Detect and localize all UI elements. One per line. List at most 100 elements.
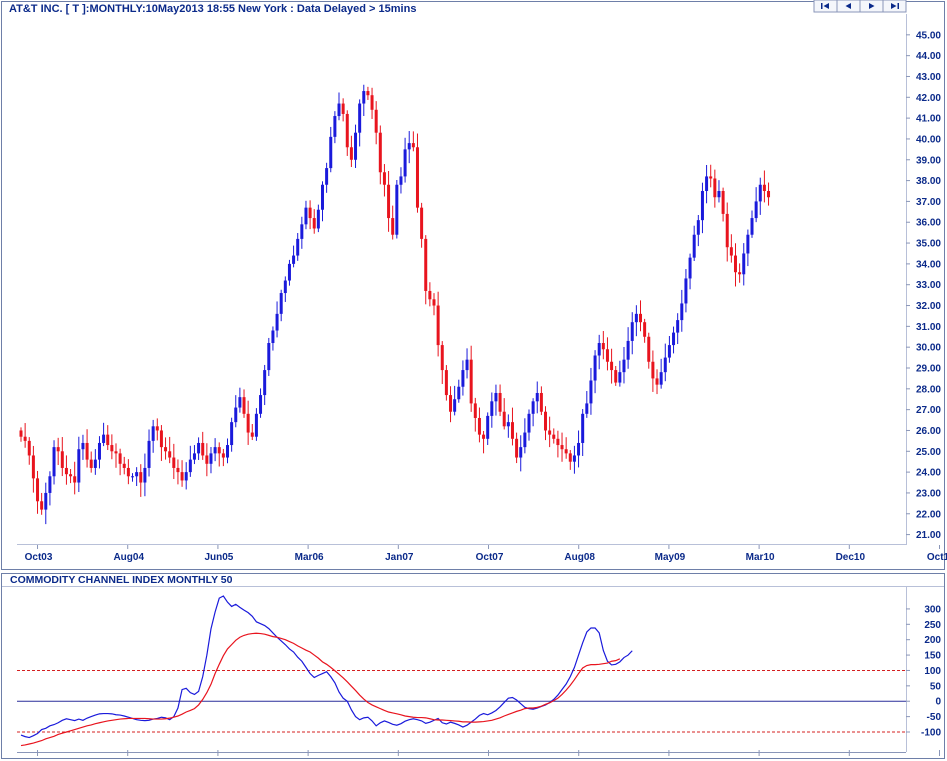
candle-up [572, 455, 576, 462]
candle-down [345, 113, 349, 148]
candle-down [246, 413, 250, 433]
candle-down [767, 191, 771, 198]
candle-up [147, 440, 151, 468]
candle-up [97, 442, 101, 460]
candle-up [531, 401, 535, 414]
price-x-tick-label: Oct07 [476, 552, 504, 563]
candle-down [155, 426, 159, 431]
candle-up [453, 399, 457, 412]
price-panel-frame [1, 1, 945, 570]
candle-down [651, 361, 655, 379]
cci-y-tick-label: -50 [927, 712, 942, 723]
candle-up [316, 209, 320, 229]
nav-last-button[interactable] [882, 0, 907, 13]
candle-down [122, 463, 126, 468]
candle-up [267, 343, 271, 371]
candle-down [172, 457, 176, 468]
candle-down [721, 191, 725, 214]
candle-down [432, 299, 436, 306]
candle-up [337, 103, 341, 117]
candle-down [610, 361, 614, 371]
candle-down [114, 451, 118, 454]
price-y-tick-label: 29.00 [916, 364, 941, 375]
price-y-tick-label: 22.00 [916, 509, 941, 520]
candle-down [217, 447, 221, 454]
price-x-axis: Oct03 Aug04 Jun05 Mar06 Jan07 Oct07 Aug08 May09… [25, 545, 947, 563]
candle-up [593, 355, 597, 381]
candle-up [259, 395, 263, 414]
cci-y-tick-label: 100 [924, 666, 941, 677]
price-x-tick-label: Oct11 [927, 552, 947, 563]
price-x-tick-label: Mar10 [746, 552, 775, 563]
candle-down [159, 430, 163, 448]
candle-down [415, 147, 419, 208]
candle-up [696, 220, 700, 235]
candle-up [93, 459, 97, 468]
candle-up [742, 253, 746, 275]
price-y-tick-label: 42.00 [916, 93, 941, 104]
price-y-axis: 21.00 22.00 23.00 24.00 25.00 26.00 27.00 28.00… [906, 30, 941, 541]
candle-up [358, 103, 362, 133]
nav-prev-button[interactable] [836, 0, 861, 13]
price-x-tick-label: Oct03 [25, 552, 53, 563]
cci-y-tick-label: 150 [924, 651, 941, 662]
candle-down [366, 91, 370, 96]
nav-next-button[interactable] [859, 0, 884, 13]
candle-up [254, 413, 258, 437]
candle-down [473, 403, 477, 418]
candle-up [226, 445, 229, 458]
price-y-tick-label: 24.00 [916, 468, 941, 479]
candle-up [527, 413, 531, 433]
prev-icon [845, 3, 851, 9]
candle-down [139, 472, 143, 483]
candle-down [126, 467, 130, 477]
candle-down [391, 218, 395, 235]
candle-down [118, 453, 122, 464]
last-icon [891, 3, 899, 9]
candle-up [630, 322, 634, 341]
price-y-tick-label: 44.00 [916, 51, 941, 62]
candle-up [287, 263, 291, 281]
candle-down [655, 378, 659, 385]
candle-up [230, 422, 234, 446]
price-y-tick-label: 25.00 [916, 447, 941, 458]
cci-y-tick-label: 250 [924, 620, 941, 631]
candle-down [73, 476, 77, 483]
candle-down [568, 453, 572, 462]
candle-up [684, 278, 688, 304]
candle-up [81, 442, 85, 450]
candle-down [424, 238, 428, 291]
candle-up [754, 201, 758, 219]
candle-up [519, 447, 523, 458]
candle-down [56, 447, 60, 452]
candle-up [659, 372, 663, 385]
candle-down [411, 143, 415, 148]
candle-up [395, 184, 399, 235]
candle-up [750, 218, 754, 235]
candle-down [36, 478, 40, 502]
candle-up [283, 280, 287, 294]
price-y-tick-label: 34.00 [916, 259, 941, 270]
candle-up [325, 168, 329, 185]
candle-down [420, 207, 424, 239]
candle-down [85, 442, 89, 460]
candle-down [502, 411, 506, 427]
candle-down [378, 132, 382, 173]
nav-first-button[interactable] [813, 0, 838, 13]
candle-down [440, 345, 444, 371]
candle-up [634, 313, 638, 323]
candle-down [738, 272, 742, 275]
candle-up [461, 370, 465, 387]
candle-up [663, 357, 667, 373]
candle-down [180, 472, 184, 481]
candle-up [465, 359, 469, 371]
candle-down [725, 213, 729, 248]
candle-up [48, 476, 52, 493]
candle-up [188, 459, 192, 473]
price-y-tick-label: 30.00 [916, 343, 941, 354]
price-y-tick-label: 36.00 [916, 218, 941, 229]
candle-down [552, 434, 556, 439]
candle-up [354, 132, 358, 160]
candle-up [131, 476, 135, 478]
candle-up [329, 136, 333, 169]
